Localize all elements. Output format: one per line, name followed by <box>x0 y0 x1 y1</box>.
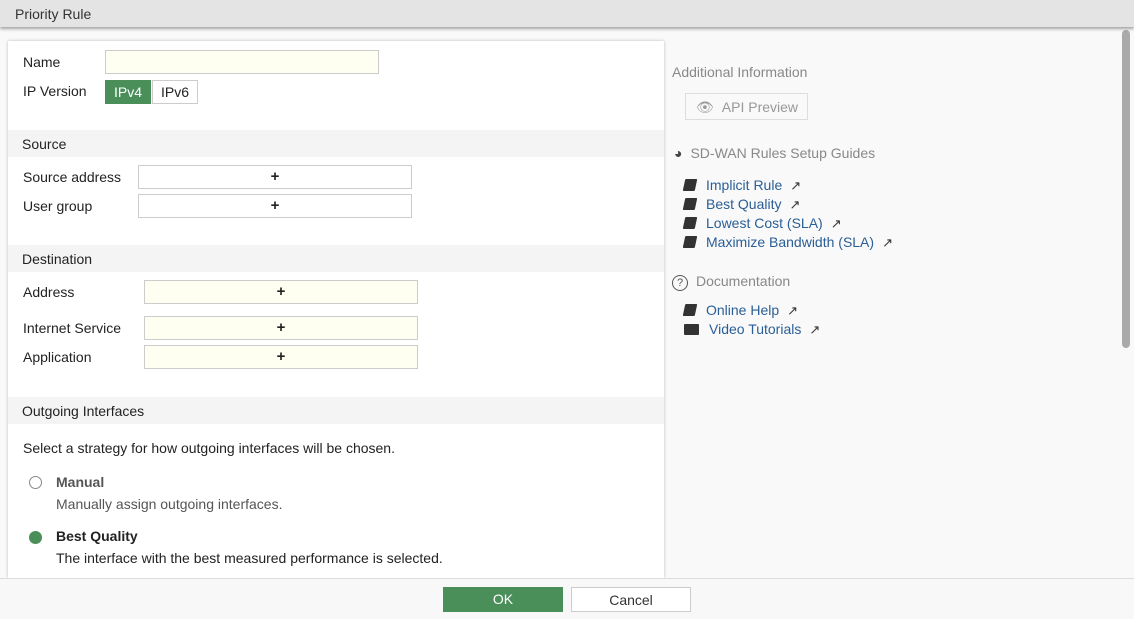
ipv6-toggle[interactable]: IPv6 <box>152 80 199 104</box>
book-icon <box>682 217 698 229</box>
source-section-header: Source <box>8 130 664 157</box>
book-icon <box>682 236 698 248</box>
link-text: Implicit Rule <box>706 177 783 193</box>
user-group-label: User group <box>23 198 93 214</box>
link-text: Best Quality <box>706 196 782 212</box>
book-icon <box>682 198 698 210</box>
plus-icon: + <box>276 348 286 366</box>
cancel-button[interactable]: Cancel <box>571 587 691 612</box>
documentation-heading: ? Documentation <box>672 273 790 291</box>
external-link-icon: ↗ <box>882 235 893 250</box>
source-address-label: Source address <box>23 169 122 185</box>
guides-heading-text: SD-WAN Rules Setup Guides <box>690 145 876 161</box>
form-panel: Name IP Version IPv4 IPv6 Source Source … <box>8 41 664 578</box>
ipv4-toggle[interactable]: IPv4 <box>105 80 152 104</box>
ok-button[interactable]: OK <box>443 587 563 612</box>
plus-icon: + <box>270 197 280 215</box>
globe-icon: ◕ <box>674 145 683 161</box>
guide-link-best-quality[interactable]: Best Quality ↗ <box>682 196 801 213</box>
plus-icon: + <box>270 168 280 186</box>
eye-icon: 👁 <box>696 99 714 115</box>
best-quality-option-desc: The interface with the best measured per… <box>56 550 443 566</box>
manual-option-label[interactable]: Manual <box>56 474 105 490</box>
external-link-icon: ↗ <box>809 322 821 337</box>
link-text: Online Help <box>706 302 780 318</box>
link-text: Lowest Cost (SLA) <box>706 215 823 231</box>
guide-link-implicit-rule[interactable]: Implicit Rule ↗ <box>682 177 802 194</box>
dialog-title-bar: Priority Rule <box>0 0 1134 27</box>
link-text: Video Tutorials <box>709 321 802 337</box>
book-icon <box>682 304 698 316</box>
documentation-heading-text: Documentation <box>696 273 791 289</box>
scrollbar-thumb[interactable] <box>1122 30 1130 348</box>
source-address-input[interactable]: + <box>138 165 412 189</box>
address-label: Address <box>23 284 75 300</box>
plus-icon: + <box>276 319 286 337</box>
additional-info-heading: Additional Information <box>672 64 808 80</box>
best-quality-option-label[interactable]: Best Quality <box>56 528 138 544</box>
online-help-link[interactable]: Online Help ↗ <box>682 302 799 319</box>
source-header-text: Source <box>22 136 67 152</box>
link-text: Maximize Bandwidth (SLA) <box>706 234 875 250</box>
user-group-input[interactable]: + <box>138 194 412 218</box>
outgoing-section-header: Outgoing Interfaces <box>8 397 664 424</box>
video-camera-icon <box>684 324 699 335</box>
name-input[interactable] <box>105 50 379 74</box>
book-icon <box>682 179 698 191</box>
destination-header-text: Destination <box>22 251 93 267</box>
plus-icon: + <box>276 283 286 301</box>
destination-section-header: Destination <box>8 245 664 272</box>
question-circle-icon: ? <box>672 275 688 291</box>
dialog-footer: OK Cancel <box>0 578 1134 619</box>
best-quality-radio[interactable] <box>29 531 42 544</box>
ip-version-label: IP Version <box>23 83 87 99</box>
guide-link-maximize-bandwidth[interactable]: Maximize Bandwidth (SLA) ↗ <box>682 234 893 251</box>
external-link-icon: ↗ <box>789 197 801 212</box>
external-link-icon: ↗ <box>790 178 802 193</box>
guides-heading: ◕ SD-WAN Rules Setup Guides <box>674 145 875 161</box>
manual-radio[interactable] <box>29 476 42 489</box>
guide-link-lowest-cost[interactable]: Lowest Cost (SLA) ↗ <box>682 215 842 232</box>
external-link-icon: ↗ <box>830 216 842 231</box>
external-link-icon: ↗ <box>787 303 799 318</box>
application-input[interactable]: + <box>144 345 418 369</box>
dialog-title: Priority Rule <box>15 6 92 22</box>
name-label: Name <box>23 54 61 70</box>
manual-option-desc: Manually assign outgoing interfaces. <box>56 496 283 512</box>
video-tutorials-link[interactable]: Video Tutorials ↗ <box>684 321 820 338</box>
outgoing-header-text: Outgoing Interfaces <box>22 403 145 419</box>
application-label: Application <box>23 349 92 365</box>
strategy-description: Select a strategy for how outgoing inter… <box>23 440 395 456</box>
api-preview-label: API Preview <box>721 99 799 115</box>
api-preview-button[interactable]: 👁 API Preview <box>685 93 808 120</box>
internet-service-input[interactable]: + <box>144 316 418 340</box>
destination-address-input[interactable]: + <box>144 280 418 304</box>
internet-service-label: Internet Service <box>23 320 122 336</box>
